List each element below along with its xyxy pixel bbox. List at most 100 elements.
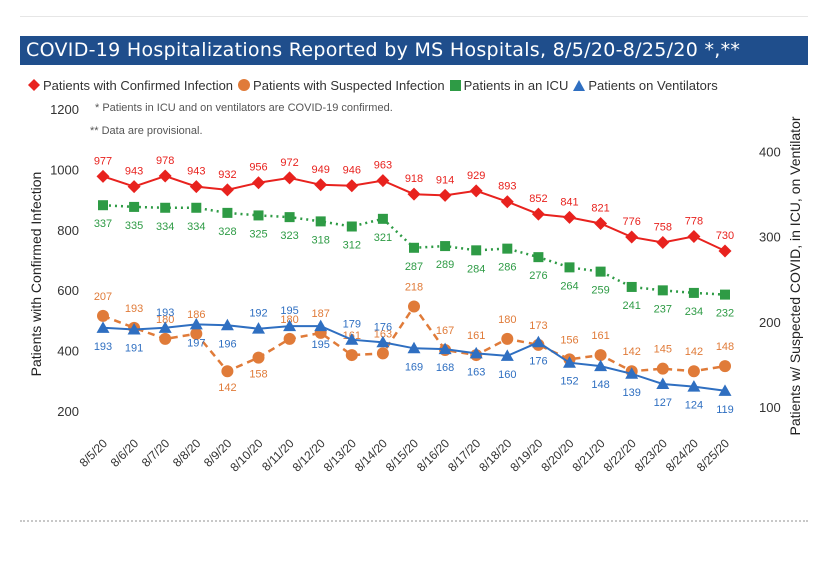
x-tick-label: 8/13/20 (321, 436, 359, 474)
data-point (500, 195, 514, 209)
data-point (314, 178, 328, 192)
data-label: 160 (498, 369, 516, 381)
data-label: 852 (529, 193, 547, 205)
data-point (127, 323, 141, 335)
data-label: 321 (374, 232, 392, 244)
data-point (408, 300, 420, 313)
data-label: 963 (374, 160, 392, 172)
data-point (469, 184, 483, 198)
data-label: 323 (280, 230, 298, 242)
data-label: 218 (405, 282, 423, 294)
data-label: 259 (591, 285, 609, 297)
data-label: 169 (405, 361, 423, 373)
data-point (222, 207, 233, 218)
data-label: 180 (498, 314, 516, 326)
data-point (220, 183, 234, 197)
data-label: 163 (467, 366, 485, 378)
data-point (563, 210, 576, 224)
data-label: 821 (591, 202, 609, 214)
data-point (595, 266, 606, 277)
data-point (283, 332, 296, 345)
data-point (220, 318, 234, 331)
x-axis: 8/5/208/6/208/7/208/8/208/9/208/10/208/1… (77, 436, 733, 474)
series-2: 2071931801861421581801871611632181671611… (94, 282, 734, 395)
data-label: 176 (529, 355, 547, 367)
x-tick-label: 8/15/20 (383, 436, 421, 474)
data-label: 914 (436, 174, 454, 186)
data-label: 193 (125, 303, 143, 315)
note-provisional: ** Data are provisional. (90, 125, 203, 137)
data-label: 163 (374, 328, 392, 340)
data-label: 139 (623, 387, 641, 399)
left-tick-label: 1000 (50, 162, 79, 177)
x-tick-label: 8/19/20 (507, 436, 545, 474)
data-point (625, 230, 639, 244)
data-label: 142 (218, 382, 236, 394)
left-axis: 200 400 600 800 1000 1200 (50, 102, 79, 419)
data-label: 730 (716, 230, 734, 242)
data-label: 124 (685, 400, 703, 412)
data-label: 286 (498, 262, 516, 274)
data-label: 192 (249, 308, 267, 320)
x-tick-label: 8/22/20 (601, 436, 639, 474)
right-tick-label: 300 (759, 230, 781, 245)
data-point (438, 342, 452, 355)
x-tick-label: 8/20/20 (538, 436, 576, 474)
left-axis-title: Patients with Confirmed Infection (28, 172, 44, 377)
data-point (129, 201, 140, 212)
data-label: 972 (280, 157, 298, 169)
right-axis-title: Patients w/ Suspected COVID, in ICU, on … (787, 116, 803, 435)
circle-icon (238, 79, 251, 91)
legend-item-ventilators: Patients on Ventilators (572, 77, 718, 93)
diamond-icon (28, 79, 40, 91)
data-point (594, 349, 607, 362)
data-label: 949 (312, 164, 330, 176)
left-tick-label: 600 (57, 283, 79, 298)
data-label: 207 (94, 291, 112, 303)
data-point (345, 333, 359, 345)
data-point (718, 244, 732, 258)
data-label: 176 (374, 321, 392, 333)
title-bar: COVID-19 Hospitalizations Reported by MS… (20, 36, 808, 65)
x-tick-label: 8/8/20 (170, 436, 204, 470)
legend-item-confirmed: Patients with Confirmed Infection (27, 78, 233, 93)
legend-item-suspected: Patients with Suspected Infection (237, 78, 445, 93)
bottom-divider (20, 520, 808, 522)
data-label: 758 (654, 221, 672, 233)
data-point (376, 335, 390, 348)
data-point (160, 202, 171, 213)
data-point (656, 362, 669, 375)
data-point (159, 332, 172, 345)
data-point (687, 380, 701, 392)
data-point (594, 359, 608, 372)
data-label: 142 (623, 346, 641, 358)
data-label: 929 (467, 170, 485, 182)
data-label: 977 (94, 155, 112, 167)
data-label: 161 (591, 330, 609, 342)
data-point (377, 213, 388, 224)
triangle-icon (573, 79, 586, 91)
data-point (718, 384, 732, 396)
series-3: 337 335 334 334 328 325 323 318 312 321 287 289 284 2… (94, 200, 734, 320)
legend-label-icu: Patients in an ICU (463, 77, 569, 93)
legend-label-ventilators: Patients on Ventilators (588, 77, 718, 93)
x-tick-label: 8/17/20 (445, 436, 483, 474)
x-tick-label: 8/6/20 (108, 436, 142, 470)
top-divider (20, 16, 808, 17)
plot-area: 977 943 978 943 932 956 972 949 946 963 918 914 929 8… (94, 155, 734, 416)
data-point (656, 235, 670, 249)
data-label: 264 (560, 280, 578, 292)
data-label: 152 (560, 376, 578, 388)
data-label: 334 (187, 221, 205, 233)
data-point (98, 200, 108, 211)
left-tick-label: 200 (57, 404, 79, 419)
data-label: 334 (156, 221, 174, 233)
data-point (440, 241, 451, 252)
data-label: 173 (529, 320, 547, 332)
data-label: 312 (343, 239, 361, 251)
data-label: 195 (280, 305, 298, 317)
note-icu-ventilator: * Patients in ICU and on ventilators are… (95, 102, 393, 114)
data-label: 241 (623, 300, 641, 312)
data-point (719, 360, 731, 373)
